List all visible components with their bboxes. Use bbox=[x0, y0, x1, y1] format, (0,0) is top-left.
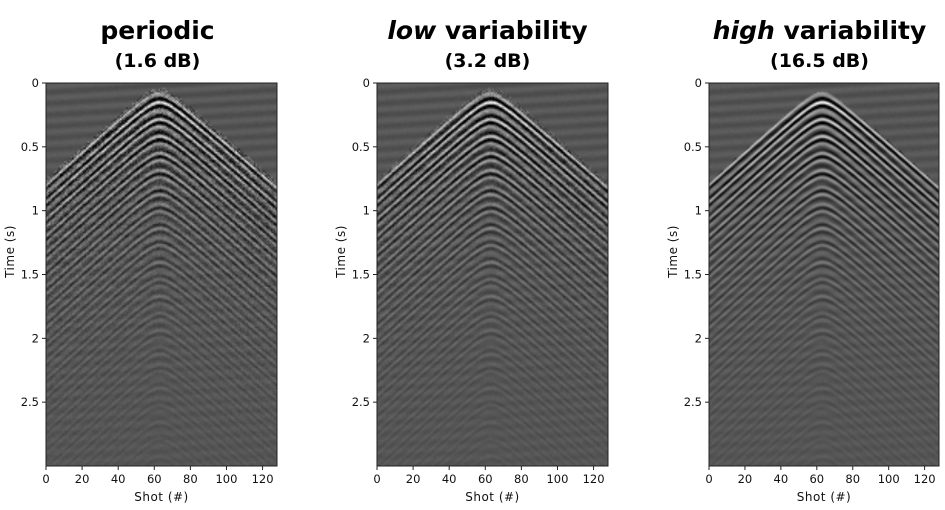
y-tick-label: 2 bbox=[32, 331, 39, 345]
panel-low-variability: low variability (3.2 dB) bbox=[330, 0, 645, 510]
panel-title-text: variability bbox=[774, 16, 927, 45]
panel-title: periodic bbox=[0, 16, 315, 46]
x-tick-label: 20 bbox=[75, 472, 90, 486]
x-tick-label: 60 bbox=[478, 472, 493, 486]
panel-title-emphasis: high bbox=[712, 16, 775, 45]
x-tick-label: 40 bbox=[774, 472, 789, 486]
x-axis-label: Shot (#) bbox=[134, 490, 189, 504]
x-tick-label: 0 bbox=[42, 472, 49, 486]
panel-title-emphasis: low bbox=[387, 16, 437, 45]
panel-title: high variability bbox=[662, 16, 945, 46]
x-tick-label: 120 bbox=[914, 472, 936, 486]
x-tick-label: 100 bbox=[878, 472, 900, 486]
y-axis-label: Time (s) bbox=[334, 225, 348, 279]
y-tick-label: 1 bbox=[695, 204, 702, 218]
panel-high-variability: high variability (16.5 dB) bbox=[662, 0, 945, 510]
y-tick-label: 2.5 bbox=[352, 395, 370, 409]
y-tick-label: 0.5 bbox=[21, 140, 39, 154]
panel-title-text: periodic bbox=[100, 16, 215, 45]
y-tick-label: 2.5 bbox=[21, 395, 39, 409]
y-tick-label: 0.5 bbox=[684, 140, 702, 154]
panel-title: low variability bbox=[330, 16, 645, 46]
y-tick-label: 1.5 bbox=[684, 268, 702, 282]
x-tick-label: 80 bbox=[514, 472, 529, 486]
x-tick-label: 80 bbox=[183, 472, 198, 486]
x-tick-label: 20 bbox=[406, 472, 421, 486]
panel-subtitle: (16.5 dB) bbox=[770, 50, 869, 72]
y-tick-label: 0.5 bbox=[352, 140, 370, 154]
y-tick-label: 1.5 bbox=[352, 268, 370, 282]
y-tick-label: 0 bbox=[695, 76, 702, 90]
seismic-image bbox=[709, 83, 939, 466]
x-axis-label: Shot (#) bbox=[797, 490, 852, 504]
x-tick-label: 40 bbox=[442, 472, 457, 486]
x-tick-label: 120 bbox=[252, 472, 274, 486]
x-tick-label: 60 bbox=[809, 472, 824, 486]
y-tick-label: 2 bbox=[363, 331, 370, 345]
plot-0: 0 20 40 60 80 100 120 0 0.5 1 1.5 2 2.5 Shot (#) Time … bbox=[3, 76, 278, 504]
y-axis-label: Time (s) bbox=[3, 225, 17, 279]
panel-periodic: periodic (1.6 dB) bbox=[0, 0, 315, 510]
x-tick-label: 80 bbox=[845, 472, 860, 486]
x-tick-label: 0 bbox=[373, 472, 380, 486]
panel-subtitle: (3.2 dB) bbox=[444, 50, 531, 72]
x-tick-label: 100 bbox=[215, 472, 237, 486]
x-tick-label: 0 bbox=[705, 472, 712, 486]
y-tick-label: 0 bbox=[363, 76, 370, 90]
y-tick-label: 1 bbox=[363, 204, 370, 218]
plot-1: 0 20 40 60 80 100 120 0 0.5 1 1.5 2 2.5 Shot (#) Time … bbox=[334, 76, 609, 504]
seismic-image bbox=[46, 83, 277, 466]
y-axis-label: Time (s) bbox=[666, 225, 680, 279]
x-tick-label: 40 bbox=[111, 472, 126, 486]
panel-title-text: variability bbox=[436, 16, 588, 45]
x-tick-label: 100 bbox=[546, 472, 568, 486]
x-tick-label: 20 bbox=[738, 472, 753, 486]
x-tick-label: 120 bbox=[583, 472, 605, 486]
panel-subtitle: (1.6 dB) bbox=[114, 50, 201, 72]
y-tick-label: 0 bbox=[32, 76, 39, 90]
y-tick-label: 1 bbox=[32, 204, 39, 218]
y-tick-label: 2 bbox=[695, 331, 702, 345]
y-tick-label: 1.5 bbox=[21, 268, 39, 282]
plot-2: 0 20 40 60 80 100 120 0 0.5 1 1.5 2 2.5 Shot (#) Time … bbox=[666, 76, 940, 504]
y-tick-label: 2.5 bbox=[684, 395, 702, 409]
x-axis-label: Shot (#) bbox=[465, 490, 520, 504]
seismic-image bbox=[377, 83, 608, 466]
x-tick-label: 60 bbox=[147, 472, 162, 486]
